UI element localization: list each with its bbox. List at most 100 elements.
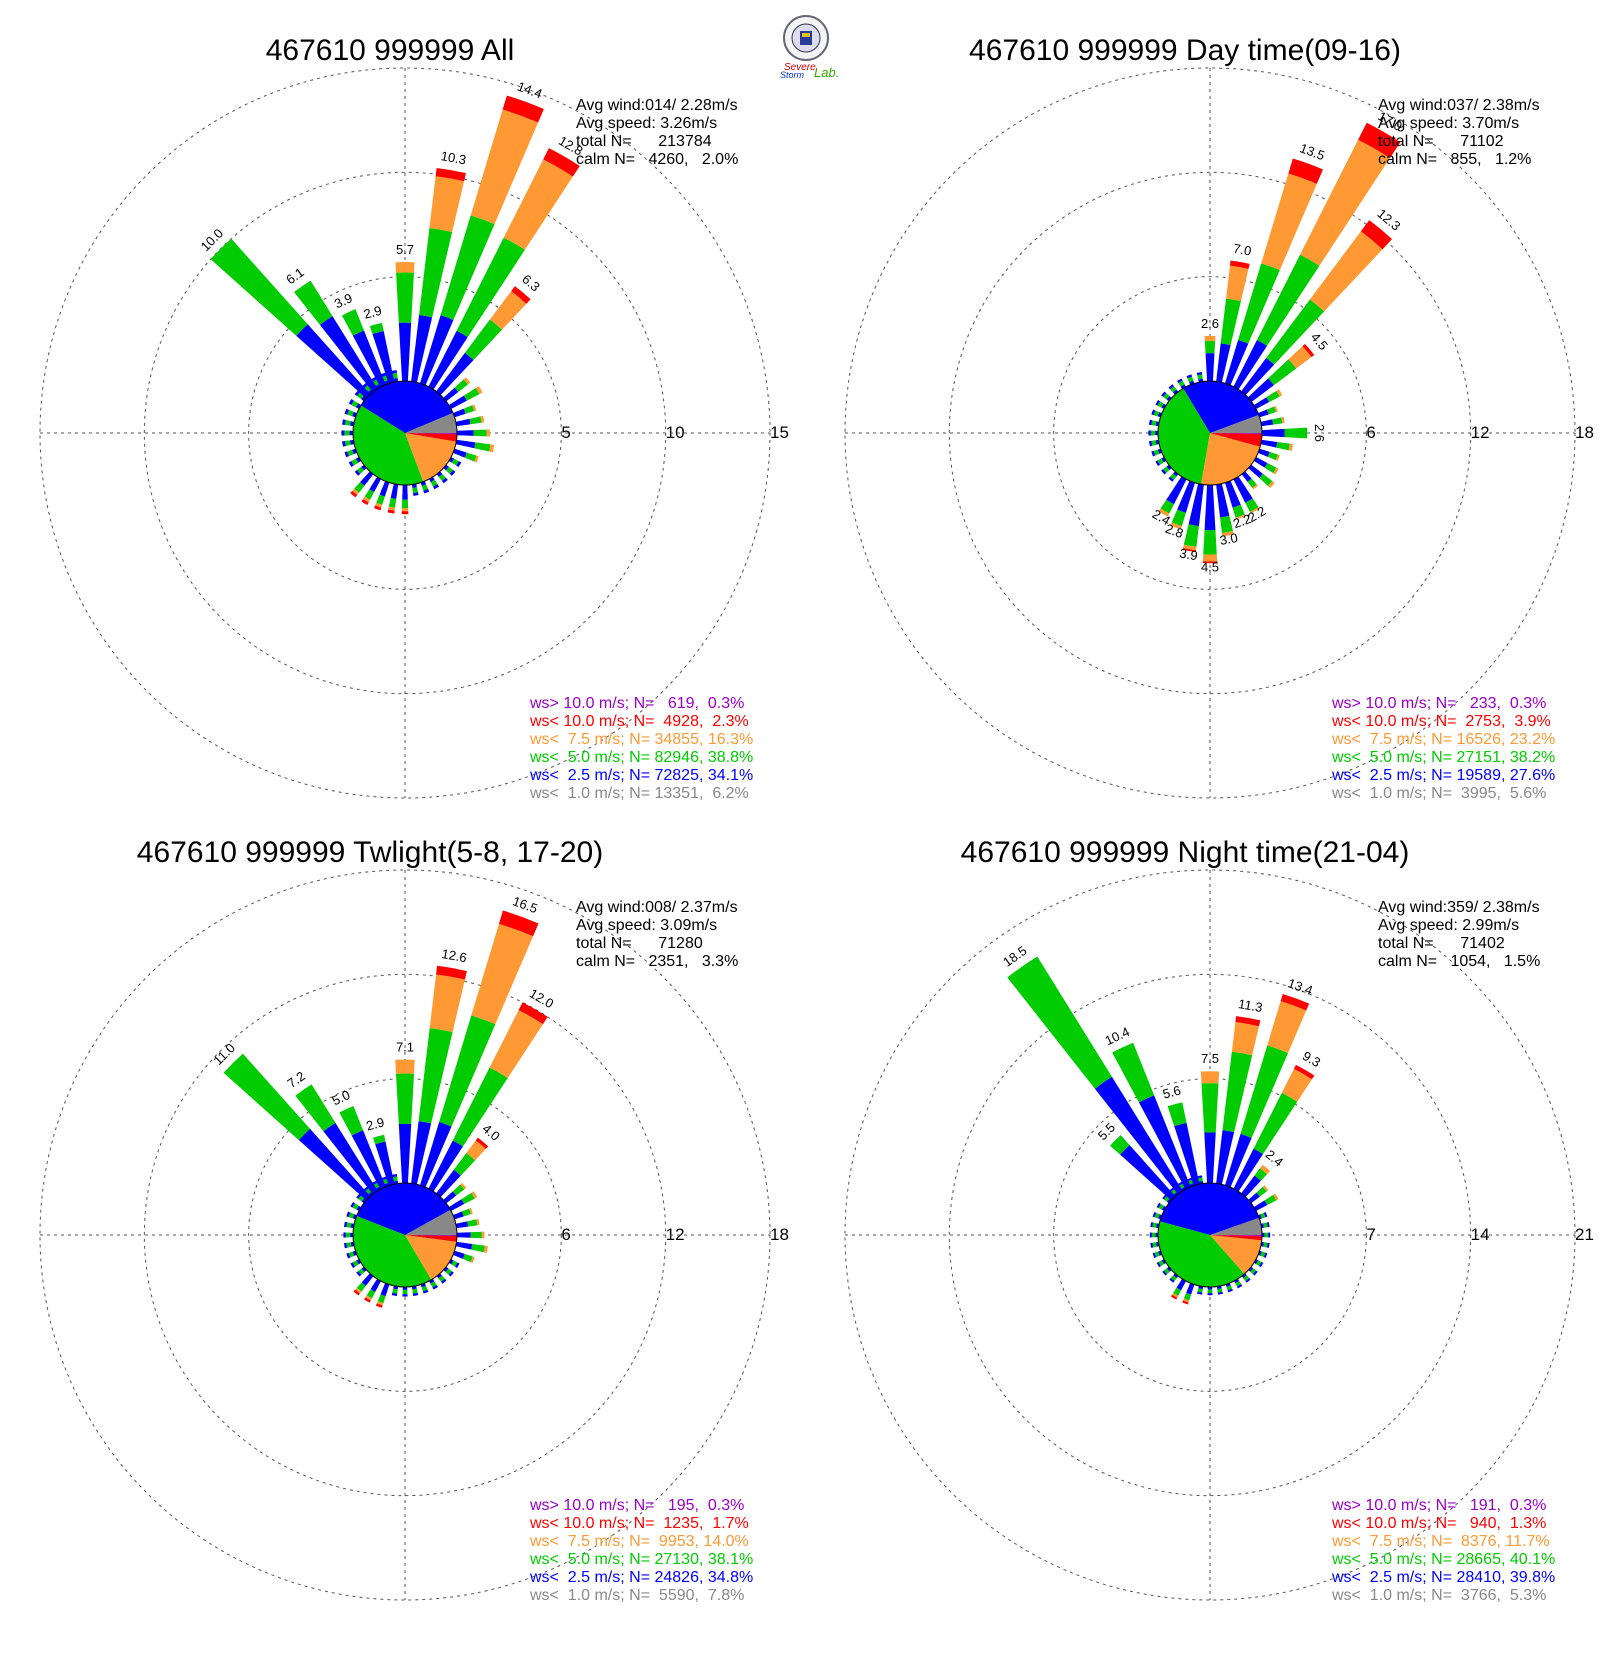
- short-spike-segment: [1161, 469, 1167, 475]
- short-spike-segment: [436, 1273, 442, 1279]
- spike-label: 2.6: [1201, 316, 1219, 331]
- short-spike-segment: [420, 1283, 426, 1288]
- ring-label: 21: [1575, 1225, 1594, 1244]
- short-spike-segment: [1156, 1261, 1161, 1268]
- logo-seal-emblem-top: [802, 33, 810, 37]
- spike-segment: [298, 1128, 371, 1201]
- spike-segment: [1231, 1022, 1259, 1056]
- spike-segment: [1201, 1083, 1219, 1133]
- short-spike-segment: [1264, 1232, 1269, 1238]
- short-spike-segment: [1187, 376, 1194, 383]
- medium-spike-segment: [470, 1231, 482, 1239]
- ring-label: 18: [770, 1225, 789, 1244]
- south-spike-segment: [366, 1289, 376, 1299]
- medium-spike-segment: [1264, 1194, 1277, 1206]
- spike-segment: [436, 352, 474, 396]
- short-spike-segment: [1161, 403, 1167, 409]
- spike-label: 10.3: [440, 148, 468, 167]
- medium-spike-segment: [474, 455, 479, 463]
- spike-segment: [210, 238, 308, 336]
- pie-slice: [405, 412, 457, 433]
- south-spike-segment: [376, 1301, 384, 1306]
- short-spike-segment: [1263, 1242, 1268, 1248]
- short-spike-segment: [1207, 1293, 1213, 1296]
- panel-title: 467610 999999 Night time(21-04): [961, 836, 1410, 869]
- short-spike-segment: [372, 1180, 378, 1186]
- spike-segment: [1204, 1132, 1216, 1184]
- short-spike-segment: [352, 1260, 359, 1267]
- short-spike-segment: [402, 1286, 408, 1290]
- short-spike-segment: [392, 1176, 398, 1182]
- stats-line: calm N= 4260, 2.0%: [576, 151, 738, 168]
- south-spike-segment: [1172, 1292, 1179, 1298]
- medium-spike-segment: [472, 404, 477, 412]
- legend-entry: ws> 10.0 m/s; N= 191, 0.3%: [1331, 1497, 1546, 1514]
- short-spike-segment: [1186, 374, 1193, 379]
- spike-segment: [395, 1073, 415, 1125]
- short-spike-segment: [342, 419, 346, 425]
- legend-entry: ws> 10.0 m/s; N= 195, 0.3%: [529, 1497, 744, 1514]
- medium-spike-segment: [473, 429, 487, 437]
- short-spike-segment: [1178, 380, 1185, 387]
- spike-segment: [1249, 507, 1260, 514]
- pie-slice: [1183, 380, 1259, 433]
- legend-entry: ws> 10.0 m/s; N= 233, 0.3%: [1331, 695, 1546, 712]
- spike-segment: [1233, 340, 1268, 390]
- short-spike-segment: [356, 1205, 362, 1211]
- short-spike-segment: [348, 1212, 355, 1219]
- south-spike-segment: [1182, 1300, 1189, 1305]
- short-spike-segment: [456, 461, 462, 468]
- spike-label: 7.1: [396, 1040, 414, 1055]
- spike-label: 11.3: [1237, 996, 1264, 1015]
- legend-entry: ws< 7.5 m/s; N= 9953, 14.0%: [529, 1533, 749, 1550]
- spike-segment: [1188, 483, 1204, 527]
- spike-label: 7.5: [1201, 1051, 1219, 1066]
- short-spike-segment: [1163, 1268, 1170, 1275]
- short-spike-segment: [391, 1173, 398, 1178]
- spike-segment: [1261, 173, 1317, 271]
- south-spike-segment: [354, 482, 365, 493]
- legend-entry: ws< 2.5 m/s; N= 24826, 34.8%: [529, 1569, 753, 1586]
- pie-outline: [1157, 1182, 1263, 1288]
- south-spike-segment: [376, 494, 385, 505]
- legend-entry: ws< 5.0 m/s; N= 28665, 40.1%: [1331, 1551, 1555, 1568]
- short-spike-segment: [343, 1242, 348, 1249]
- south-spike-segment: [352, 488, 360, 496]
- spike-segment: [429, 974, 465, 1033]
- short-spike-segment: [1170, 473, 1177, 480]
- short-spike-segment: [1158, 1250, 1162, 1256]
- short-spike-segment: [391, 370, 397, 374]
- pie-slice: [1210, 1235, 1262, 1275]
- short-spike-segment: [1243, 1275, 1250, 1282]
- short-spike-segment: [1260, 1251, 1266, 1258]
- short-spike-segment: [1263, 1212, 1268, 1218]
- spike-segment: [1225, 480, 1241, 508]
- south-spike-segment: [364, 489, 375, 500]
- range-ring: [1053, 276, 1367, 590]
- spike-segment: [1202, 554, 1218, 562]
- legend-entry: ws< 1.0 m/s; N= 3766, 5.3%: [1331, 1587, 1546, 1604]
- short-spike-segment: [358, 1268, 365, 1275]
- spike-segment: [1229, 260, 1250, 269]
- short-spike-segment: [1163, 393, 1170, 400]
- spike-segment: [1259, 1164, 1271, 1175]
- short-spike-segment: [350, 1262, 356, 1268]
- spike-label: 5.5: [1095, 1120, 1118, 1143]
- short-spike-segment: [421, 484, 429, 491]
- short-spike-segment: [1207, 1286, 1213, 1290]
- pie-outline: [352, 380, 458, 486]
- spike-segment: [1200, 1071, 1220, 1084]
- medium-spike-segment: [456, 1232, 471, 1238]
- spike-segment: [1254, 1168, 1268, 1181]
- medium-spike-segment: [1268, 480, 1275, 488]
- short-spike-segment: [1155, 1232, 1159, 1238]
- spike-segment: [1174, 1122, 1200, 1186]
- spike-label: 2.4: [1263, 1147, 1286, 1170]
- spike-segment: [418, 1027, 453, 1124]
- short-spike-segment: [1148, 419, 1153, 426]
- medium-spike-segment: [454, 379, 468, 392]
- pie-slice: [405, 433, 457, 442]
- short-spike-segment: [1197, 1175, 1203, 1179]
- pie-slice: [1158, 1221, 1245, 1288]
- short-spike-segment: [451, 458, 459, 466]
